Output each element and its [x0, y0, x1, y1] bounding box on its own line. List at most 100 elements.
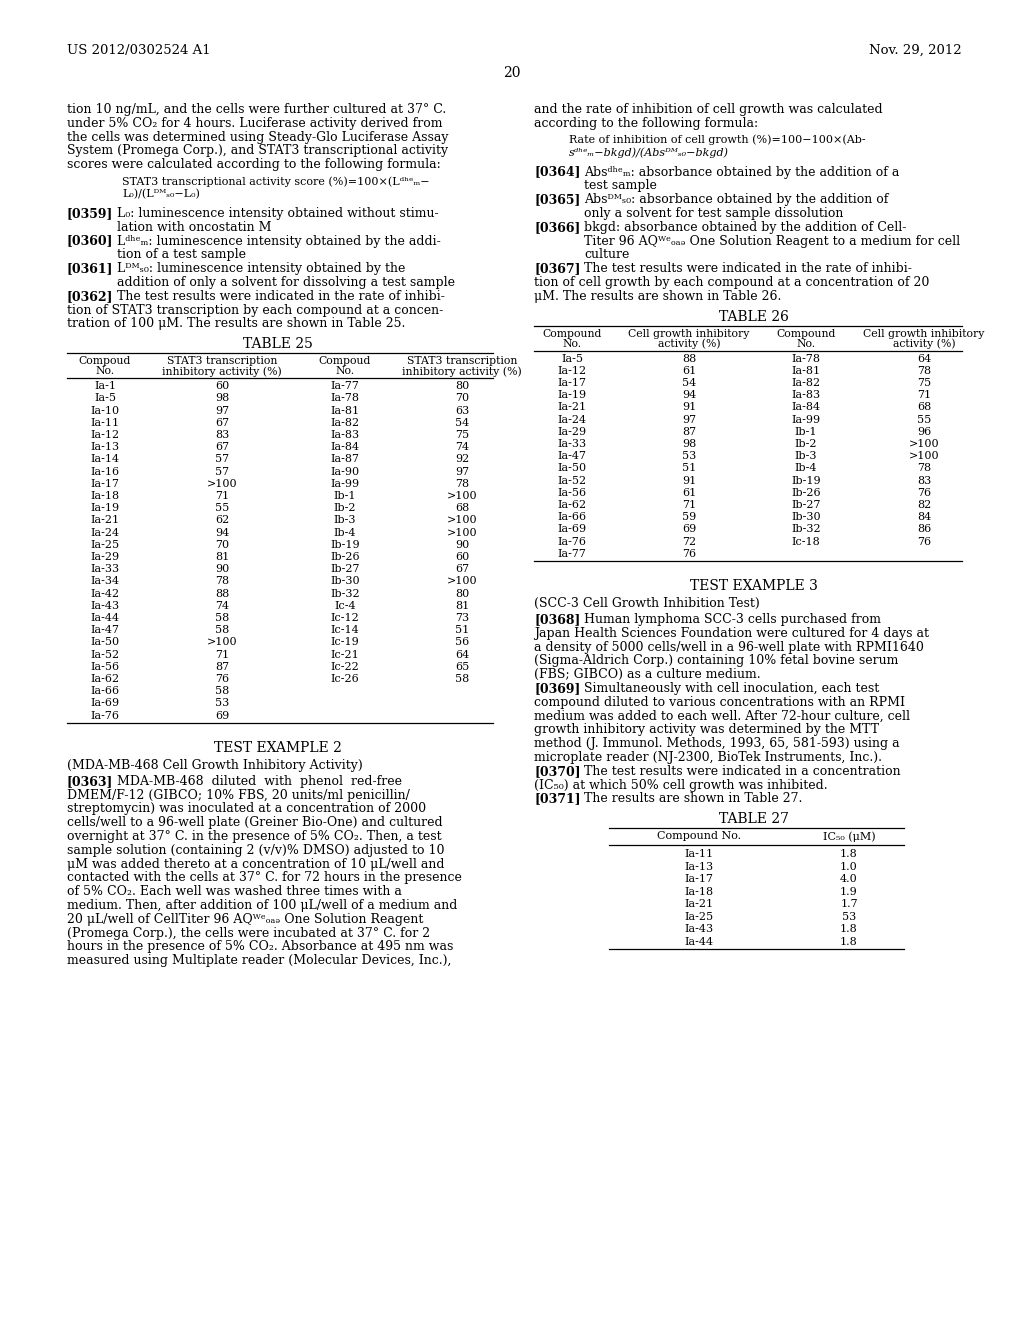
Text: System (Promega Corp.), and STAT3 transcriptional activity: System (Promega Corp.), and STAT3 transc…: [67, 144, 449, 157]
Text: Ia-10: Ia-10: [90, 405, 120, 416]
Text: μM was added thereto at a concentration of 10 μL/well and: μM was added thereto at a concentration …: [67, 858, 444, 871]
Text: Ia-47: Ia-47: [90, 626, 120, 635]
Text: 83: 83: [916, 475, 931, 486]
Text: 78: 78: [215, 577, 229, 586]
Text: L₀: luminescence intensity obtained without stimu-: L₀: luminescence intensity obtained with…: [117, 207, 438, 220]
Text: Titer 96 AQᵂᵉₒₐₔ One Solution Reagent to a medium for cell: Titer 96 AQᵂᵉₒₐₔ One Solution Reagent to…: [584, 235, 961, 248]
Text: >100: >100: [207, 638, 238, 647]
Text: 64: 64: [455, 649, 469, 660]
Text: Ib-30: Ib-30: [330, 577, 359, 586]
Text: The results are shown in Table 27.: The results are shown in Table 27.: [584, 792, 803, 805]
Text: Ia-17: Ia-17: [684, 874, 714, 884]
Text: Ic-4: Ic-4: [334, 601, 355, 611]
Text: Ia-5: Ia-5: [561, 354, 583, 363]
Text: 71: 71: [215, 491, 229, 502]
Text: 87: 87: [682, 426, 696, 437]
Text: 53: 53: [842, 912, 856, 921]
Text: 74: 74: [215, 601, 229, 611]
Text: Ia-81: Ia-81: [792, 366, 820, 376]
Text: 71: 71: [916, 391, 931, 400]
Text: Absᴰᴹₛ₀: absorbance obtained by the addition of: Absᴰᴹₛ₀: absorbance obtained by the addi…: [584, 193, 889, 206]
Text: Ib-32: Ib-32: [330, 589, 359, 598]
Text: Compound: Compound: [543, 329, 602, 339]
Text: 81: 81: [215, 552, 229, 562]
Text: 1.0: 1.0: [840, 862, 858, 871]
Text: Ib-3: Ib-3: [795, 451, 817, 461]
Text: 59: 59: [682, 512, 696, 523]
Text: 20 μL/well of CellTiter 96 AQᵂᵉₒₐₔ One Solution Reagent: 20 μL/well of CellTiter 96 AQᵂᵉₒₐₔ One S…: [67, 913, 423, 925]
Text: Ib-3: Ib-3: [334, 515, 356, 525]
Text: 72: 72: [682, 537, 696, 546]
Text: Ia-19: Ia-19: [557, 391, 587, 400]
Text: STAT3 transcription: STAT3 transcription: [167, 356, 278, 366]
Text: >100: >100: [908, 451, 939, 461]
Text: 69: 69: [682, 524, 696, 535]
Text: Ic-19: Ic-19: [331, 638, 359, 647]
Text: tion of STAT3 transcription by each compound at a concen-: tion of STAT3 transcription by each comp…: [67, 304, 443, 317]
Text: Ia-24: Ia-24: [90, 528, 120, 537]
Text: Compoud: Compoud: [79, 356, 131, 366]
Text: 94: 94: [682, 391, 696, 400]
Text: 70: 70: [455, 393, 469, 404]
Text: activity (%): activity (%): [657, 339, 720, 350]
Text: 1.8: 1.8: [840, 924, 858, 935]
Text: 69: 69: [215, 710, 229, 721]
Text: [0367]: [0367]: [534, 263, 581, 275]
Text: 62: 62: [215, 515, 229, 525]
Text: 55: 55: [215, 503, 229, 513]
Text: growth inhibitory activity was determined by the MTT: growth inhibitory activity was determine…: [534, 723, 880, 737]
Text: Ic-12: Ic-12: [331, 612, 359, 623]
Text: Ia-21: Ia-21: [684, 899, 714, 909]
Text: 97: 97: [215, 405, 229, 416]
Text: STAT3 transcription: STAT3 transcription: [407, 356, 517, 366]
Text: 80: 80: [455, 589, 469, 598]
Text: Ia-82: Ia-82: [792, 378, 820, 388]
Text: scores were calculated according to the following formula:: scores were calculated according to the …: [67, 158, 440, 172]
Text: Compound: Compound: [776, 329, 836, 339]
Text: Ia-1: Ia-1: [94, 381, 116, 391]
Text: the cells was determined using Steady-Glo Luciferase Assay: the cells was determined using Steady-Gl…: [67, 131, 449, 144]
Text: Ia-11: Ia-11: [684, 849, 714, 859]
Text: streptomycin) was inoculated at a concentration of 2000: streptomycin) was inoculated at a concen…: [67, 803, 426, 816]
Text: 90: 90: [455, 540, 469, 550]
Text: Ia-87: Ia-87: [331, 454, 359, 465]
Text: Compoud: Compoud: [318, 356, 371, 366]
Text: DMEM/F-12 (GIBCO; 10% FBS, 20 units/ml penicillin/: DMEM/F-12 (GIBCO; 10% FBS, 20 units/ml p…: [67, 788, 410, 801]
Text: Ia-84: Ia-84: [331, 442, 359, 453]
Text: Ia-18: Ia-18: [90, 491, 120, 502]
Text: [0365]: [0365]: [534, 193, 581, 206]
Text: >100: >100: [446, 515, 477, 525]
Text: 1.8: 1.8: [840, 849, 858, 859]
Text: 94: 94: [215, 528, 229, 537]
Text: compound diluted to various concentrations with an RPMI: compound diluted to various concentratio…: [534, 696, 905, 709]
Text: 76: 76: [215, 675, 229, 684]
Text: 86: 86: [916, 524, 931, 535]
Text: >100: >100: [446, 577, 477, 586]
Text: L₀)/(Lᴰᴹₛ₀−L₀): L₀)/(Lᴰᴹₛ₀−L₀): [122, 189, 200, 199]
Text: of 5% CO₂. Each well was washed three times with a: of 5% CO₂. Each well was washed three ti…: [67, 886, 401, 898]
Text: Ia-25: Ia-25: [90, 540, 120, 550]
Text: sample solution (containing 2 (v/v)% DMSO) adjusted to 10: sample solution (containing 2 (v/v)% DMS…: [67, 843, 444, 857]
Text: Ia-25: Ia-25: [684, 912, 714, 921]
Text: Ia-52: Ia-52: [90, 649, 120, 660]
Text: tion of cell growth by each compound at a concentration of 20: tion of cell growth by each compound at …: [534, 276, 930, 289]
Text: No.: No.: [95, 366, 115, 376]
Text: (SCC-3 Cell Growth Inhibition Test): (SCC-3 Cell Growth Inhibition Test): [534, 597, 760, 610]
Text: method (J. Immunol. Methods, 1993, 65, 581-593) using a: method (J. Immunol. Methods, 1993, 65, 5…: [534, 737, 900, 750]
Text: addition of only a solvent for dissolving a test sample: addition of only a solvent for dissolvin…: [117, 276, 455, 289]
Text: lation with oncostatin M: lation with oncostatin M: [117, 220, 271, 234]
Text: Ia-34: Ia-34: [90, 577, 120, 586]
Text: Ia-19: Ia-19: [90, 503, 120, 513]
Text: No.: No.: [562, 339, 582, 348]
Text: Ia-33: Ia-33: [557, 440, 587, 449]
Text: 98: 98: [682, 440, 696, 449]
Text: Simultaneously with cell inoculation, each test: Simultaneously with cell inoculation, ea…: [584, 682, 880, 696]
Text: Ib-27: Ib-27: [792, 500, 821, 510]
Text: and the rate of inhibition of cell growth was calculated: and the rate of inhibition of cell growt…: [534, 103, 883, 116]
Text: Ic-22: Ic-22: [331, 661, 359, 672]
Text: [0370]: [0370]: [534, 764, 581, 777]
Text: 61: 61: [682, 488, 696, 498]
Text: Ia-13: Ia-13: [684, 862, 714, 871]
Text: 70: 70: [215, 540, 229, 550]
Text: Ia-81: Ia-81: [331, 405, 359, 416]
